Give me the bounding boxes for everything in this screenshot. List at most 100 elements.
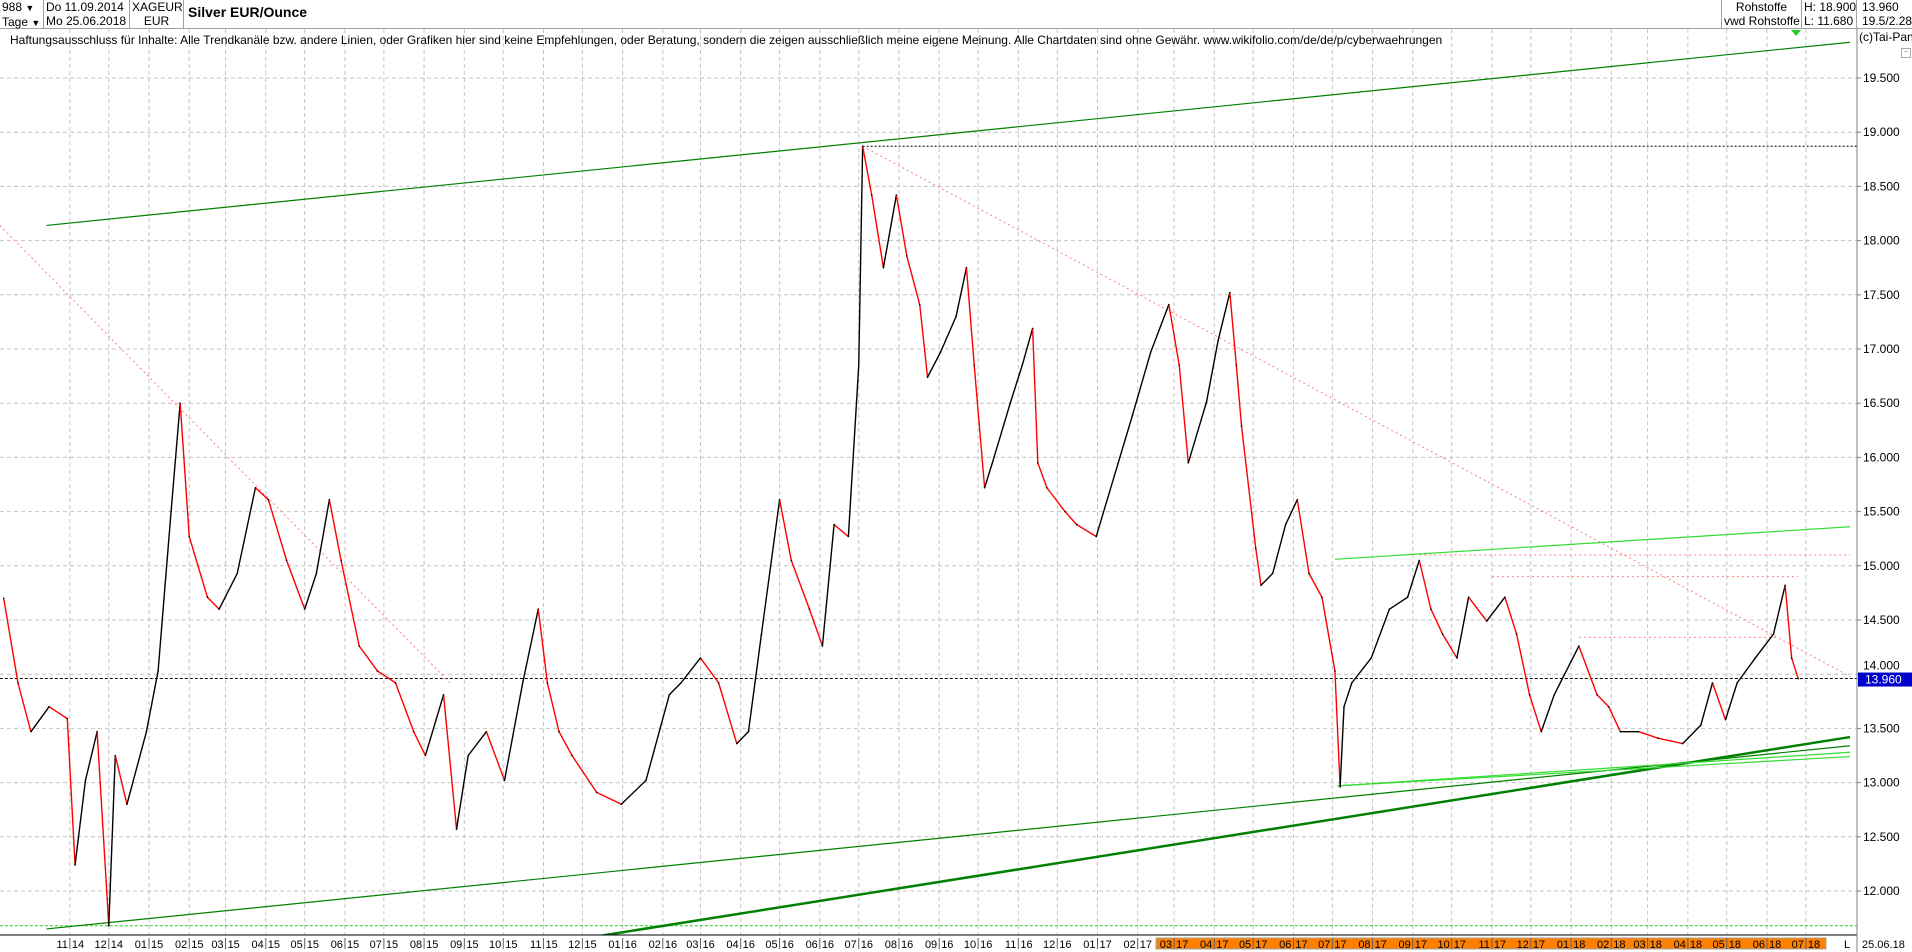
x-tick-label-year: 16 — [1020, 939, 1032, 951]
x-tick-label-month: 07 — [1318, 939, 1330, 951]
dropdown-arrow-icon: ▼ — [25, 3, 35, 13]
x-tick-label-year: 18 — [1729, 939, 1741, 951]
price-point — [145, 730, 148, 733]
y-tick-label: 16.500 — [1863, 396, 1900, 410]
y-tick-label: 17.500 — [1863, 288, 1900, 302]
price-point — [126, 803, 128, 806]
y-tick-label: 19.500 — [1863, 71, 1900, 85]
price-point — [1596, 693, 1598, 696]
price-point — [188, 535, 191, 538]
price-segment — [1772, 585, 1786, 635]
price-point — [1790, 657, 1793, 659]
x-tick-label-year: 17 — [1415, 939, 1427, 951]
bars-count-dropdown[interactable]: 988 ▼ — [0, 0, 43, 15]
price-point — [537, 608, 540, 610]
x-tick-label-year: 17 — [1494, 939, 1506, 951]
price-segment — [1178, 365, 1190, 463]
price-segment — [1240, 425, 1257, 549]
price-point — [861, 145, 864, 148]
x-tick-label-year: 15 — [386, 939, 398, 951]
price-point — [179, 402, 181, 405]
price-point — [1095, 535, 1097, 538]
price-point — [973, 364, 976, 367]
price-segment — [1370, 608, 1391, 659]
price-segment — [645, 694, 670, 781]
price-point — [1797, 677, 1799, 680]
price-segment — [126, 731, 148, 805]
plot-area — [0, 29, 1857, 935]
price-point — [394, 682, 397, 684]
price-point — [939, 351, 942, 354]
copyright-text: (c)Tai-Pan — [1859, 30, 1912, 44]
period: Tage — [2, 15, 29, 29]
price-segment — [1260, 572, 1274, 586]
price-segment — [1736, 657, 1756, 684]
x-tick-label-year: 16 — [822, 939, 834, 951]
symbol: XAGEUR — [132, 0, 183, 14]
price-segment — [596, 791, 622, 805]
price-segment — [1296, 499, 1310, 574]
price-segment — [760, 499, 781, 635]
price-segment — [1638, 730, 1659, 739]
price-segment — [1321, 597, 1336, 672]
price-point — [558, 730, 560, 733]
x-tick-label-year: 16 — [702, 939, 714, 951]
symbol-cell: XAGEUR EUR — [130, 0, 184, 28]
x-tick-label-year: 16 — [1059, 939, 1071, 951]
price-segment — [145, 670, 159, 732]
price-point — [30, 730, 32, 733]
price-segment — [858, 146, 864, 366]
price-segment — [1504, 597, 1518, 635]
price-segment — [522, 609, 539, 684]
price-point — [1205, 401, 1208, 403]
x-tick-label-year: 15 — [191, 939, 203, 951]
date-range[interactable]: Do 11.09.2014 Mo 25.06.2018 — [44, 0, 130, 28]
period-dropdown[interactable]: Tage ▼ — [0, 15, 43, 30]
price-segment — [983, 462, 994, 488]
footer-date: 25.06.18 — [1862, 939, 1905, 951]
price-point — [991, 462, 994, 464]
bars-count: 988 — [2, 0, 23, 14]
price-point — [1607, 705, 1610, 708]
price-segment — [778, 499, 792, 561]
x-tick-label-year: 15 — [584, 939, 596, 951]
minimize-icon[interactable]: − — [1901, 48, 1911, 58]
price-point — [1334, 670, 1336, 672]
x-tick-label-month: 08 — [1358, 939, 1370, 951]
x-tick-label-month: 02 — [1597, 939, 1609, 951]
price-segment — [1406, 560, 1420, 598]
price-point — [955, 315, 957, 318]
price-point — [1037, 462, 1039, 464]
x-tick-label-month: 03 — [211, 939, 223, 951]
x-tick-label-month: 12 — [1517, 939, 1529, 951]
price-segment — [546, 682, 560, 732]
x-tick-label-year: 18 — [1613, 939, 1625, 951]
price-point — [467, 754, 470, 757]
price-segment — [680, 657, 702, 684]
x-tick-label-year: 15 — [347, 939, 359, 951]
date-to: Mo 25.06.2018 — [46, 14, 127, 28]
trendline-support — [1337, 755, 1851, 787]
price-point — [965, 266, 968, 269]
price-point — [485, 730, 488, 733]
price-segment — [96, 731, 110, 926]
scale-info: 19.5/2.280 — [1862, 14, 1912, 28]
price-point — [358, 645, 361, 647]
price-point — [1064, 510, 1066, 513]
price-segment — [668, 682, 682, 696]
x-tick-label-year: 15 — [151, 939, 163, 951]
price-point — [1711, 682, 1714, 684]
x-tick-label-month: 05 — [765, 939, 777, 951]
x-tick-label-month: 03 — [686, 939, 698, 951]
bars-period-selector[interactable]: 988 ▼ Tage ▼ — [0, 0, 44, 30]
price-segment — [1037, 462, 1048, 488]
price-segment — [1255, 548, 1262, 586]
y-tick-label: 17.000 — [1863, 342, 1900, 356]
price-segment — [1205, 340, 1219, 403]
price-point — [680, 682, 682, 684]
x-tick-label-month: 06 — [331, 939, 343, 951]
x-tick-label-month: 05 — [290, 939, 302, 951]
price-segment — [188, 536, 209, 598]
price-segment — [267, 499, 288, 561]
